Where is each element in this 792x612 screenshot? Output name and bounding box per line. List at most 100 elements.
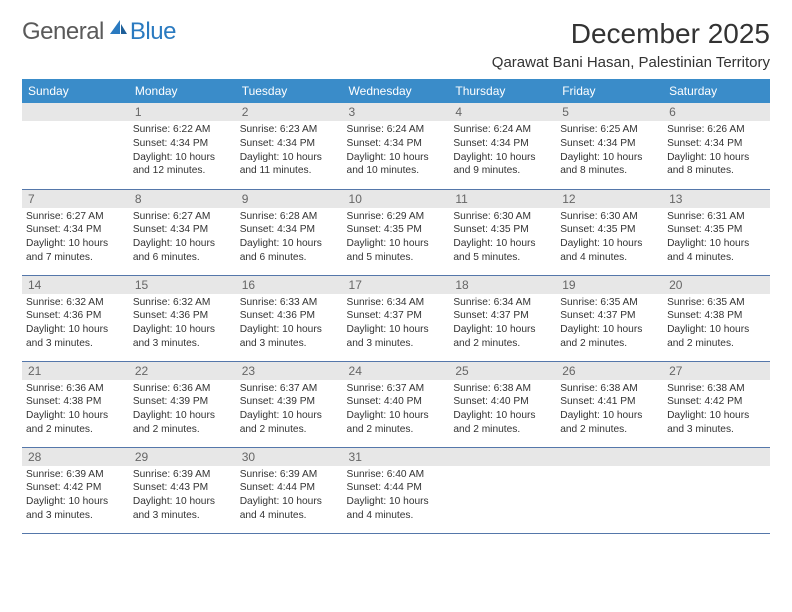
sunrise-text: Sunrise: 6:37 AM <box>347 382 444 396</box>
calendar-day-cell: 6Sunrise: 6:26 AMSunset: 4:34 PMDaylight… <box>663 103 770 189</box>
calendar-head: SundayMondayTuesdayWednesdayThursdayFrid… <box>22 79 770 103</box>
day-number: 5 <box>556 103 663 121</box>
sunset-text: Sunset: 4:43 PM <box>133 481 230 495</box>
sunrise-text: Sunrise: 6:28 AM <box>240 210 337 224</box>
calendar-day-cell <box>663 447 770 533</box>
daylight-text: Daylight: 10 hours and 5 minutes. <box>453 237 550 265</box>
day-number: 11 <box>449 190 556 208</box>
day-number: 3 <box>343 103 450 121</box>
day-number: 15 <box>129 276 236 294</box>
calendar-week-row: 28Sunrise: 6:39 AMSunset: 4:42 PMDayligh… <box>22 447 770 533</box>
day-number: 29 <box>129 448 236 466</box>
calendar-day-cell: 19Sunrise: 6:35 AMSunset: 4:37 PMDayligh… <box>556 275 663 361</box>
sunrise-text: Sunrise: 6:39 AM <box>240 468 337 482</box>
sunset-text: Sunset: 4:34 PM <box>133 137 230 151</box>
sunset-text: Sunset: 4:34 PM <box>347 137 444 151</box>
sunset-text: Sunset: 4:40 PM <box>347 395 444 409</box>
sunset-text: Sunset: 4:37 PM <box>347 309 444 323</box>
day-content <box>556 466 663 526</box>
calendar-body: 1Sunrise: 6:22 AMSunset: 4:34 PMDaylight… <box>22 103 770 533</box>
calendar-day-cell: 27Sunrise: 6:38 AMSunset: 4:42 PMDayligh… <box>663 361 770 447</box>
calendar-day-cell: 25Sunrise: 6:38 AMSunset: 4:40 PMDayligh… <box>449 361 556 447</box>
sunrise-text: Sunrise: 6:34 AM <box>347 296 444 310</box>
day-content: Sunrise: 6:33 AMSunset: 4:36 PMDaylight:… <box>236 294 343 353</box>
weekday-header: Tuesday <box>236 79 343 103</box>
day-number: 18 <box>449 276 556 294</box>
daylight-text: Daylight: 10 hours and 4 minutes. <box>560 237 657 265</box>
calendar-week-row: 7Sunrise: 6:27 AMSunset: 4:34 PMDaylight… <box>22 189 770 275</box>
sunrise-text: Sunrise: 6:38 AM <box>560 382 657 396</box>
calendar-day-cell: 11Sunrise: 6:30 AMSunset: 4:35 PMDayligh… <box>449 189 556 275</box>
calendar-day-cell: 28Sunrise: 6:39 AMSunset: 4:42 PMDayligh… <box>22 447 129 533</box>
sunset-text: Sunset: 4:44 PM <box>240 481 337 495</box>
sunrise-text: Sunrise: 6:38 AM <box>453 382 550 396</box>
sunrise-text: Sunrise: 6:35 AM <box>667 296 764 310</box>
daylight-text: Daylight: 10 hours and 3 minutes. <box>26 323 123 351</box>
weekday-header: Saturday <box>663 79 770 103</box>
day-content: Sunrise: 6:24 AMSunset: 4:34 PMDaylight:… <box>449 121 556 180</box>
calendar-day-cell: 30Sunrise: 6:39 AMSunset: 4:44 PMDayligh… <box>236 447 343 533</box>
day-number: 12 <box>556 190 663 208</box>
month-title: December 2025 <box>492 18 770 50</box>
calendar-day-cell <box>22 103 129 189</box>
sunrise-text: Sunrise: 6:23 AM <box>240 123 337 137</box>
sunrise-text: Sunrise: 6:29 AM <box>347 210 444 224</box>
day-number: 27 <box>663 362 770 380</box>
sunrise-text: Sunrise: 6:25 AM <box>560 123 657 137</box>
day-number: 19 <box>556 276 663 294</box>
day-content: Sunrise: 6:38 AMSunset: 4:41 PMDaylight:… <box>556 380 663 439</box>
day-number <box>22 103 129 121</box>
day-content: Sunrise: 6:36 AMSunset: 4:38 PMDaylight:… <box>22 380 129 439</box>
calendar-day-cell: 23Sunrise: 6:37 AMSunset: 4:39 PMDayligh… <box>236 361 343 447</box>
day-content: Sunrise: 6:34 AMSunset: 4:37 PMDaylight:… <box>343 294 450 353</box>
location-text: Qarawat Bani Hasan, Palestinian Territor… <box>492 54 770 71</box>
calendar-day-cell: 7Sunrise: 6:27 AMSunset: 4:34 PMDaylight… <box>22 189 129 275</box>
daylight-text: Daylight: 10 hours and 5 minutes. <box>347 237 444 265</box>
day-content: Sunrise: 6:39 AMSunset: 4:42 PMDaylight:… <box>22 466 129 525</box>
day-number: 7 <box>22 190 129 208</box>
daylight-text: Daylight: 10 hours and 8 minutes. <box>667 151 764 179</box>
calendar-day-cell: 29Sunrise: 6:39 AMSunset: 4:43 PMDayligh… <box>129 447 236 533</box>
sunrise-text: Sunrise: 6:33 AM <box>240 296 337 310</box>
day-content: Sunrise: 6:27 AMSunset: 4:34 PMDaylight:… <box>129 208 236 267</box>
sunrise-text: Sunrise: 6:24 AM <box>347 123 444 137</box>
sunrise-text: Sunrise: 6:24 AM <box>453 123 550 137</box>
calendar-day-cell: 16Sunrise: 6:33 AMSunset: 4:36 PMDayligh… <box>236 275 343 361</box>
day-number: 31 <box>343 448 450 466</box>
calendar-day-cell: 8Sunrise: 6:27 AMSunset: 4:34 PMDaylight… <box>129 189 236 275</box>
daylight-text: Daylight: 10 hours and 8 minutes. <box>560 151 657 179</box>
sunrise-text: Sunrise: 6:36 AM <box>26 382 123 396</box>
calendar-table: SundayMondayTuesdayWednesdayThursdayFrid… <box>22 79 770 534</box>
sunset-text: Sunset: 4:36 PM <box>26 309 123 323</box>
sunrise-text: Sunrise: 6:27 AM <box>133 210 230 224</box>
calendar-day-cell: 22Sunrise: 6:36 AMSunset: 4:39 PMDayligh… <box>129 361 236 447</box>
calendar-day-cell: 18Sunrise: 6:34 AMSunset: 4:37 PMDayligh… <box>449 275 556 361</box>
weekday-header: Friday <box>556 79 663 103</box>
day-content <box>22 121 129 181</box>
day-content: Sunrise: 6:32 AMSunset: 4:36 PMDaylight:… <box>22 294 129 353</box>
day-content <box>449 466 556 526</box>
day-content: Sunrise: 6:38 AMSunset: 4:42 PMDaylight:… <box>663 380 770 439</box>
weekday-header: Sunday <box>22 79 129 103</box>
sunset-text: Sunset: 4:41 PM <box>560 395 657 409</box>
calendar-day-cell: 10Sunrise: 6:29 AMSunset: 4:35 PMDayligh… <box>343 189 450 275</box>
calendar-day-cell: 24Sunrise: 6:37 AMSunset: 4:40 PMDayligh… <box>343 361 450 447</box>
daylight-text: Daylight: 10 hours and 10 minutes. <box>347 151 444 179</box>
sunrise-text: Sunrise: 6:40 AM <box>347 468 444 482</box>
day-content: Sunrise: 6:22 AMSunset: 4:34 PMDaylight:… <box>129 121 236 180</box>
daylight-text: Daylight: 10 hours and 12 minutes. <box>133 151 230 179</box>
sunset-text: Sunset: 4:40 PM <box>453 395 550 409</box>
daylight-text: Daylight: 10 hours and 3 minutes. <box>133 495 230 523</box>
calendar-day-cell: 4Sunrise: 6:24 AMSunset: 4:34 PMDaylight… <box>449 103 556 189</box>
title-block: December 2025 Qarawat Bani Hasan, Palest… <box>492 18 770 71</box>
day-number: 6 <box>663 103 770 121</box>
day-content: Sunrise: 6:32 AMSunset: 4:36 PMDaylight:… <box>129 294 236 353</box>
day-number: 16 <box>236 276 343 294</box>
sunrise-text: Sunrise: 6:22 AM <box>133 123 230 137</box>
daylight-text: Daylight: 10 hours and 4 minutes. <box>347 495 444 523</box>
daylight-text: Daylight: 10 hours and 4 minutes. <box>667 237 764 265</box>
daylight-text: Daylight: 10 hours and 2 minutes. <box>667 323 764 351</box>
brand-part1: General <box>22 18 104 46</box>
daylight-text: Daylight: 10 hours and 6 minutes. <box>133 237 230 265</box>
sunset-text: Sunset: 4:36 PM <box>240 309 337 323</box>
